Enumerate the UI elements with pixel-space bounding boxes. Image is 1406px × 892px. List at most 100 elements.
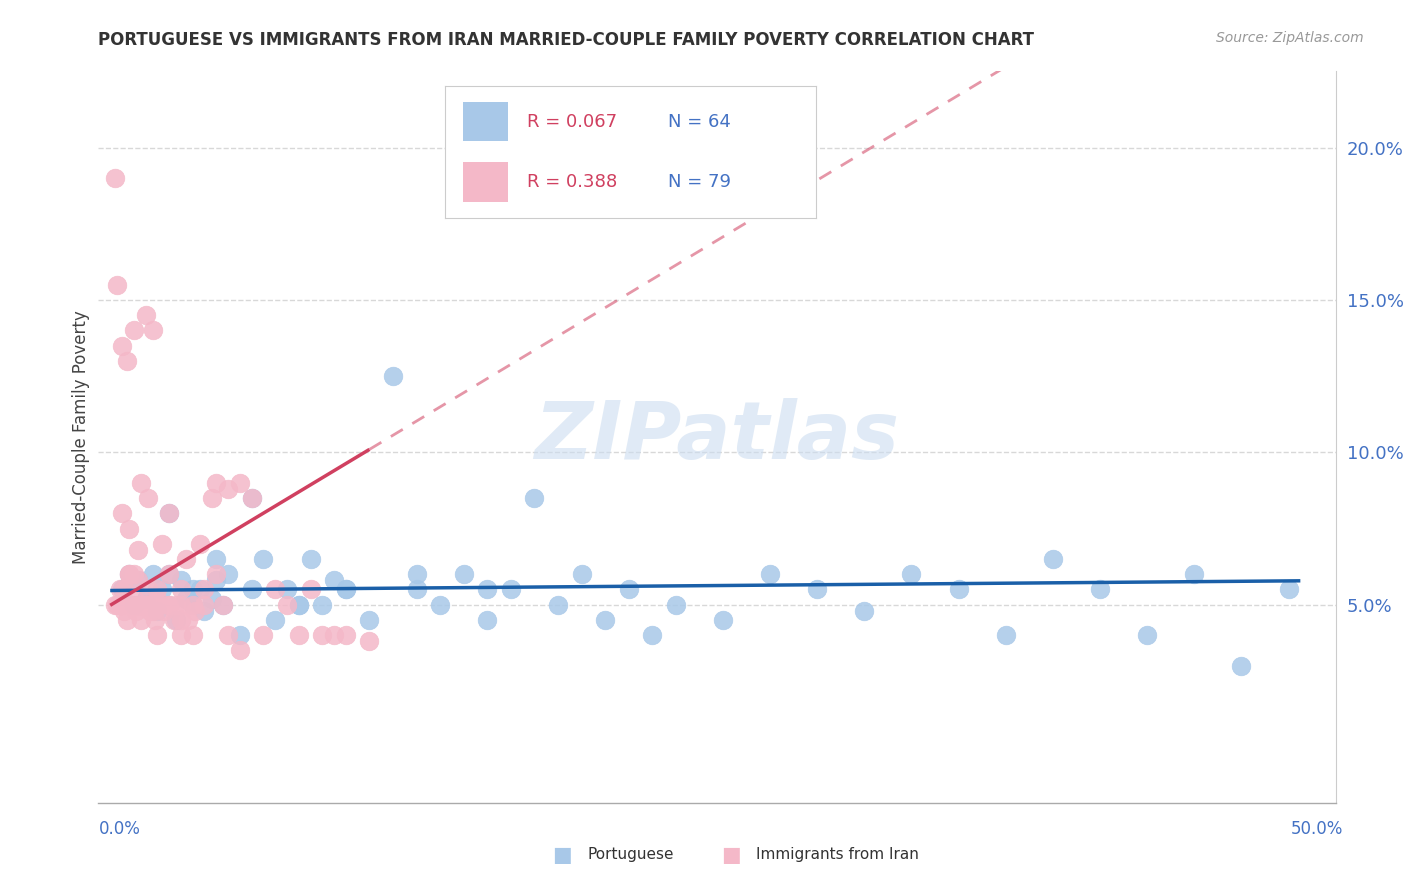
Point	[184, 604, 207, 618]
Point	[299, 582, 322, 597]
Point	[188, 537, 211, 551]
Point	[153, 604, 176, 618]
Point	[264, 582, 287, 597]
Point	[165, 598, 187, 612]
Point	[139, 604, 162, 618]
Point	[287, 628, 309, 642]
Point	[122, 323, 145, 337]
Point	[212, 598, 235, 612]
Point	[170, 628, 193, 642]
Point	[948, 582, 970, 597]
Point	[163, 613, 186, 627]
Point	[118, 567, 141, 582]
Point	[477, 613, 499, 627]
Point	[174, 552, 197, 566]
Point	[157, 598, 180, 612]
Point	[165, 613, 187, 627]
Point	[200, 491, 222, 505]
Point	[1182, 567, 1205, 582]
Point	[115, 354, 138, 368]
Point	[240, 491, 263, 505]
Point	[665, 598, 688, 612]
Point	[157, 506, 180, 520]
Point	[335, 582, 357, 597]
Point	[112, 582, 135, 597]
Point	[135, 591, 157, 606]
Text: PORTUGUESE VS IMMIGRANTS FROM IRAN MARRIED-COUPLE FAMILY POVERTY CORRELATION CHA: PORTUGUESE VS IMMIGRANTS FROM IRAN MARRI…	[98, 31, 1035, 49]
Point	[217, 482, 239, 496]
Text: Portuguese: Portuguese	[588, 847, 675, 862]
Point	[311, 628, 333, 642]
Point	[617, 582, 640, 597]
Point	[1042, 552, 1064, 566]
Point	[205, 574, 228, 588]
Point	[335, 628, 357, 642]
Point	[571, 567, 593, 582]
Point	[146, 628, 169, 642]
Point	[205, 552, 228, 566]
Point	[157, 567, 180, 582]
Point	[127, 542, 149, 557]
Point	[143, 613, 166, 627]
Point	[994, 628, 1017, 642]
Text: ZIPatlas: ZIPatlas	[534, 398, 900, 476]
Point	[118, 567, 141, 582]
Point	[188, 582, 211, 597]
Point	[1136, 628, 1159, 642]
Point	[453, 567, 475, 582]
Point	[205, 475, 228, 490]
Point	[135, 308, 157, 322]
Point	[136, 582, 159, 597]
Point	[382, 369, 405, 384]
Point	[104, 598, 127, 612]
Point	[477, 582, 499, 597]
Point	[170, 613, 193, 627]
Point	[287, 598, 309, 612]
Point	[405, 567, 427, 582]
Point	[193, 604, 215, 618]
Point	[323, 574, 346, 588]
Point	[122, 567, 145, 582]
Point	[276, 598, 298, 612]
Point	[129, 613, 152, 627]
Point	[142, 323, 165, 337]
Point	[132, 598, 155, 612]
Point	[146, 604, 169, 618]
Point	[142, 604, 165, 618]
Point	[335, 582, 357, 597]
Point	[1230, 658, 1253, 673]
Point	[118, 567, 141, 582]
Point	[252, 552, 274, 566]
Point	[181, 598, 204, 612]
Point	[122, 598, 145, 612]
Point	[212, 598, 235, 612]
Point	[125, 604, 148, 618]
Point	[136, 491, 159, 505]
Point	[108, 598, 131, 612]
Point	[429, 598, 451, 612]
Point	[1088, 582, 1111, 597]
Point	[547, 598, 569, 612]
Point	[120, 598, 142, 612]
Point	[157, 506, 180, 520]
Point	[229, 475, 252, 490]
Point	[229, 643, 252, 657]
Text: Immigrants from Iran: Immigrants from Iran	[756, 847, 920, 862]
Text: 50.0%: 50.0%	[1291, 820, 1343, 838]
Point	[111, 338, 134, 352]
Point	[217, 628, 239, 642]
Point	[181, 628, 204, 642]
Point	[240, 491, 263, 505]
Point	[105, 277, 128, 292]
Point	[111, 506, 134, 520]
Point	[193, 598, 215, 612]
Point	[252, 628, 274, 642]
Point	[150, 582, 173, 597]
Point	[150, 537, 173, 551]
Point	[1277, 582, 1299, 597]
Point	[177, 613, 200, 627]
Point	[146, 598, 169, 612]
Point	[108, 582, 131, 597]
Point	[170, 574, 193, 588]
Point	[112, 604, 135, 618]
